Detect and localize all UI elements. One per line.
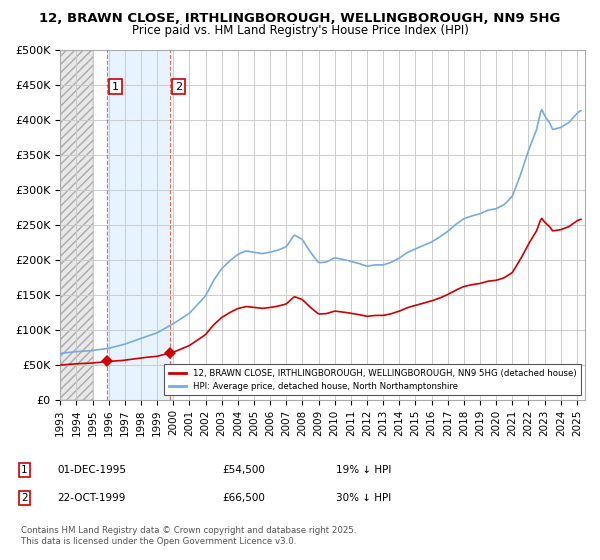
Text: Contains HM Land Registry data © Crown copyright and database right 2025.
This d: Contains HM Land Registry data © Crown c… — [21, 526, 356, 546]
Bar — [60, 50, 92, 400]
Text: 22-OCT-1999: 22-OCT-1999 — [57, 493, 125, 503]
Text: 1: 1 — [112, 82, 119, 91]
Text: £66,500: £66,500 — [222, 493, 265, 503]
Text: 12, BRAWN CLOSE, IRTHLINGBOROUGH, WELLINGBOROUGH, NN9 5HG: 12, BRAWN CLOSE, IRTHLINGBOROUGH, WELLIN… — [40, 12, 560, 25]
Text: 01-DEC-1995: 01-DEC-1995 — [57, 465, 126, 475]
Text: £54,500: £54,500 — [222, 465, 265, 475]
Text: 19% ↓ HPI: 19% ↓ HPI — [336, 465, 391, 475]
Text: 1: 1 — [21, 465, 28, 475]
Text: 30% ↓ HPI: 30% ↓ HPI — [336, 493, 391, 503]
Legend: 12, BRAWN CLOSE, IRTHLINGBOROUGH, WELLINGBOROUGH, NN9 5HG (detached house), HPI:: 12, BRAWN CLOSE, IRTHLINGBOROUGH, WELLIN… — [164, 365, 581, 395]
Text: 2: 2 — [21, 493, 28, 503]
Text: Price paid vs. HM Land Registry's House Price Index (HPI): Price paid vs. HM Land Registry's House … — [131, 24, 469, 36]
Text: 2: 2 — [175, 82, 182, 91]
Bar — [107, 50, 170, 400]
